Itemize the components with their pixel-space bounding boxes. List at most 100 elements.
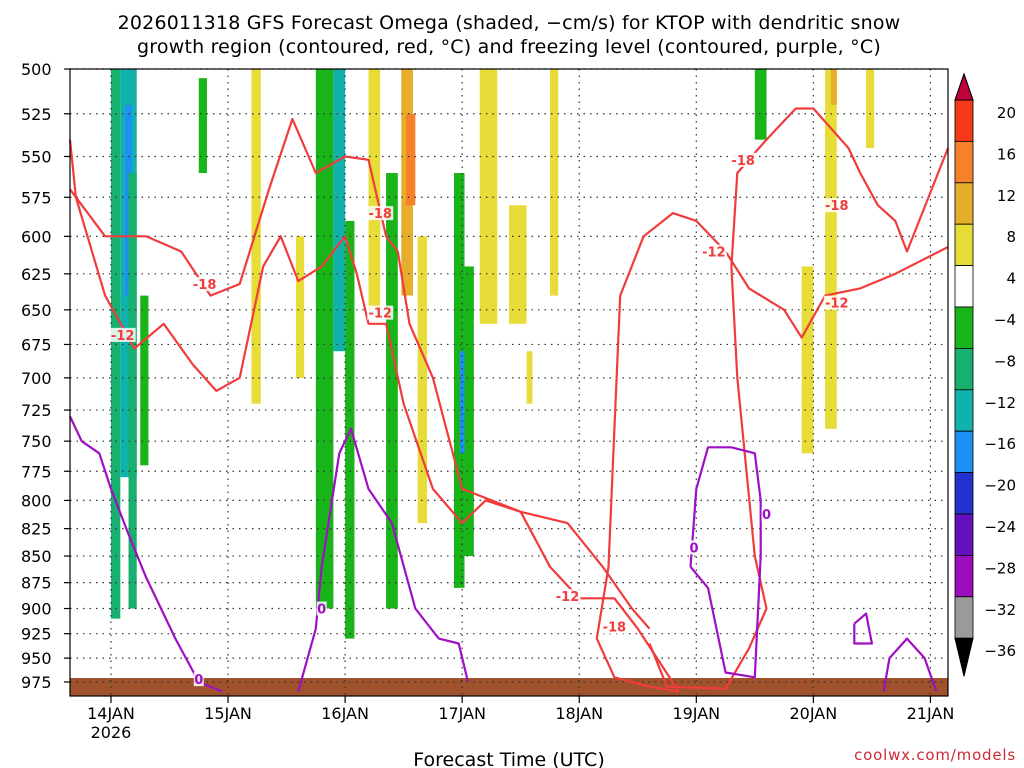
colorbar-swatch (954, 223, 974, 266)
contour-label-bg (193, 672, 204, 687)
colorbar-swatch (954, 430, 974, 474)
colorbar-label: 8 (1006, 228, 1016, 246)
omega-cell (453, 173, 465, 588)
y-tick-label: 600 (21, 227, 52, 246)
colorbar-swatch (954, 306, 974, 349)
colorbar-label: 12 (997, 187, 1016, 205)
contour-label-bg (554, 589, 581, 604)
colorbar-swatch (954, 513, 974, 556)
dgz-minus18-contour (69, 117, 651, 630)
omega-cell (315, 69, 334, 609)
y-tick-label: 825 (21, 520, 52, 539)
y-tick-label: 925 (21, 625, 52, 644)
contour-label-bg (730, 152, 757, 167)
omega-cell (386, 173, 398, 609)
dgz-minus12-contour (595, 212, 949, 693)
colorbar-label: −16 (984, 435, 1016, 453)
y-tick-label: 700 (21, 369, 52, 388)
y-tick-label: 675 (21, 335, 52, 354)
omega-cell (526, 351, 533, 404)
colorbar-label: 4 (1006, 270, 1016, 288)
colorbar-swatch (954, 347, 974, 391)
omega-cell (405, 113, 416, 206)
colorbar-label: −28 (984, 559, 1016, 577)
contour-label: -18 (368, 207, 392, 222)
y-tick-label: 575 (21, 188, 52, 207)
contour-label-bg (761, 507, 772, 522)
omega-cell (479, 69, 498, 324)
contour-label-bg (367, 206, 394, 221)
dgz-minus18-contour (648, 107, 950, 690)
colorbar-swatch (954, 140, 974, 184)
omega-cell (110, 69, 121, 619)
contour-label-bg (823, 295, 850, 310)
y-tick-label: 625 (21, 265, 52, 284)
omega-cell (417, 236, 428, 524)
colorbar: 20 16 12 8 4 −4 −8 −12 −16 −20 −24 −28 −32 −36 (954, 72, 1016, 677)
contour-layer: -18 -18 -18 -18 -18 -12 -12 -12 -12 -12 0 0 0 0 (68, 107, 950, 693)
contour-label-bg (823, 198, 850, 213)
freezing-level-contour (297, 427, 470, 692)
contour-label: 0 (317, 603, 326, 618)
omega-cell (830, 69, 837, 105)
x-tick-label: 14JAN (87, 704, 135, 723)
contour-label: -18 (603, 621, 627, 636)
credit-text: coolwx.com/models (854, 746, 1016, 764)
x-tick-label: 18JAN (555, 704, 603, 723)
omega-shading-layer (70, 69, 948, 696)
colorbar-swatch (954, 182, 974, 225)
contour-label-bg (316, 601, 327, 616)
y-tick-label: 850 (21, 547, 52, 566)
contour-label: -12 (825, 297, 849, 312)
y-tick-label: 775 (21, 462, 52, 481)
contour-label: -18 (193, 278, 217, 293)
colorbar-cap-outline (954, 72, 974, 101)
omega-cell (125, 104, 133, 296)
contour-label-bg (109, 327, 136, 342)
omega-cell (509, 205, 527, 324)
contour-label: -12 (368, 307, 392, 322)
omega-cell (140, 295, 149, 466)
y-tick-label: 750 (21, 432, 52, 451)
contour-label-bg (601, 619, 628, 634)
contour-label-bg (367, 305, 394, 320)
colorbar-label: −24 (984, 518, 1016, 536)
omega-cell (333, 69, 346, 352)
y-tick-label: 800 (21, 491, 52, 510)
colorbar-swatch (954, 555, 974, 598)
plot-frame (69, 68, 949, 697)
freezing-level-contour (882, 637, 938, 692)
colorbar-swatch (954, 472, 974, 515)
colorbar-label: −12 (984, 394, 1016, 412)
chart-title-line2: growth region (contoured, red, °C) and f… (137, 36, 881, 58)
omega-cell (251, 69, 261, 404)
gridlines (70, 68, 948, 696)
dgz-minus12-contour (68, 139, 680, 693)
colorbar-swatch (954, 389, 974, 432)
colorbar-label: −8 (994, 352, 1016, 370)
axes: 500 525 550 575 600 625 650 675 700 725 750 775 800 8… (21, 60, 954, 742)
x-year-label: 2026 (91, 723, 132, 742)
x-tick-label: 20JAN (790, 704, 838, 723)
freezing-level-contour (853, 612, 873, 645)
y-tick-label: 500 (21, 60, 52, 79)
y-tick-label: 550 (21, 147, 52, 166)
contour-label: -18 (825, 199, 849, 214)
contour-label-bg (191, 277, 218, 292)
contour-label: -12 (556, 590, 580, 605)
contour-label: -12 (111, 329, 135, 344)
chart-title-line1: 2026011318 GFS Forecast Omega (shaded, −… (118, 12, 901, 34)
freezing-level-contour (69, 415, 223, 693)
omega-cell (801, 266, 814, 454)
x-tick-label: 19JAN (672, 704, 720, 723)
x-tick-label: 21JAN (907, 704, 955, 723)
x-tick-label: 15JAN (204, 704, 252, 723)
y-tick-label: 950 (21, 649, 52, 668)
contour-label: -12 (702, 246, 726, 261)
omega-cell (825, 69, 837, 429)
colorbar-cap-bottom (954, 637, 974, 677)
colorbar-swatch (954, 596, 974, 639)
colorbar-label: −4 (994, 311, 1016, 329)
contour-label-bg (688, 540, 699, 555)
